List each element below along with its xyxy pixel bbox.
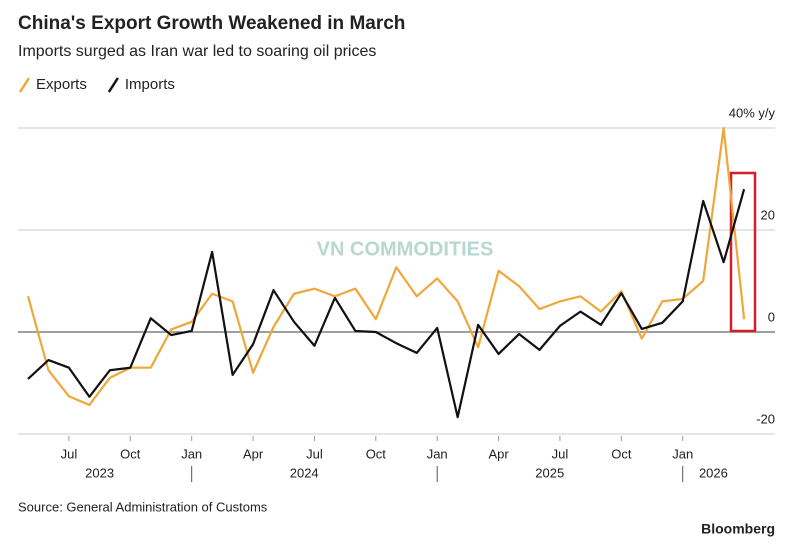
year-label: 2024 [290,465,319,480]
year-label: 2023 [85,465,114,480]
x-tick-label: Apr [488,446,509,461]
x-tick-label: Jan [672,446,693,461]
watermark: VN COMMODITIES [317,238,494,260]
x-tick-label: Apr [243,446,264,461]
x-tick-label: Jan [427,446,448,461]
chart-subtitle: Imports surged as Iran war led to soarin… [18,43,376,60]
x-tick-label: Jul [552,446,569,461]
legend-label: Imports [125,76,175,93]
series-line [27,188,746,419]
brand: Bloomberg [701,521,775,537]
x-tick-label: Oct [120,446,141,461]
y-tick-label: 20 [761,207,775,222]
year-label: 2025 [535,465,564,480]
series-line [26,126,746,407]
x-tick-label: Jul [306,446,323,461]
y-tick-label: 40% y/y [729,105,776,120]
x-tick-label: Jul [61,446,78,461]
y-tick-label: 0 [768,309,775,324]
x-tick-label: Oct [611,446,632,461]
highlight-box [729,171,757,333]
legend-swatch [18,77,31,93]
source: Source: General Administration of Custom… [18,499,268,514]
legend-swatch [107,77,119,93]
year-label: 2026 [699,465,728,480]
x-tick-label: Jan [181,446,202,461]
legend-label: Exports [36,76,87,93]
y-tick-label: -20 [756,411,775,426]
chart-title: China's Export Growth Weakened in March [18,13,405,34]
x-tick-label: Oct [366,446,387,461]
